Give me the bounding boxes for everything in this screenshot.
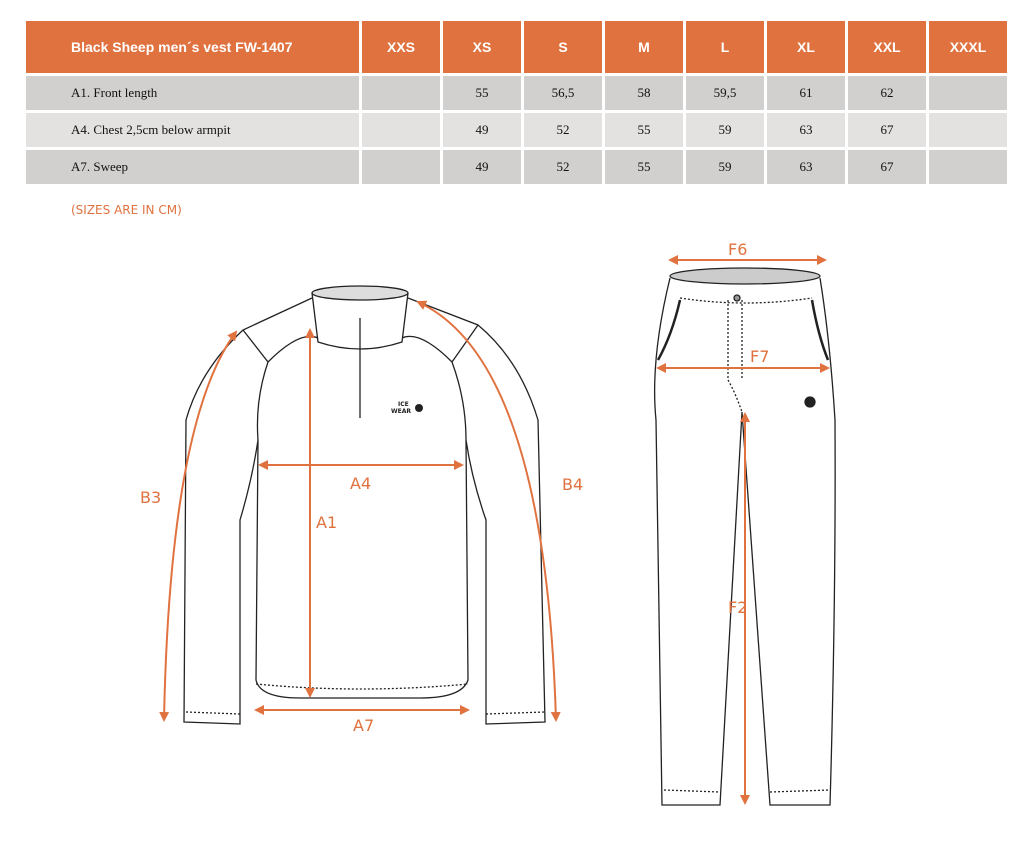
label-f7: F7 — [750, 347, 769, 366]
units-note: (SIZES ARE IN CM) — [71, 203, 182, 217]
measurement-arrows — [159, 255, 830, 805]
size-header: L — [686, 21, 764, 73]
size-header: S — [524, 21, 602, 73]
label-b4: B4 — [562, 475, 583, 494]
svg-text:ICE: ICE — [398, 401, 409, 408]
label-a1: A1 — [316, 513, 337, 532]
size-header: XXXL — [929, 21, 1007, 73]
table-cell: 63 — [767, 150, 845, 184]
label-f2: F2 — [728, 598, 747, 617]
table-cell: 63 — [767, 113, 845, 147]
table-cell: 61 — [767, 76, 845, 110]
table-cell — [929, 113, 1007, 147]
table-cell: 67 — [848, 150, 926, 184]
size-header: XXS — [362, 21, 440, 73]
pants-drawing — [653, 267, 836, 806]
b4-arrow — [416, 300, 561, 722]
size-header: M — [605, 21, 683, 73]
svg-text:WEAR: WEAR — [391, 408, 411, 415]
row-label: A1. Front length — [26, 76, 359, 110]
table-cell: 55 — [605, 113, 683, 147]
table-cell: 59 — [686, 113, 764, 147]
table-cell: 49 — [443, 150, 521, 184]
table-cell: 52 — [524, 113, 602, 147]
row-label: A4. Chest 2,5cm below armpit — [26, 113, 359, 147]
row-label: A7. Sweep — [26, 150, 359, 184]
label-f6: F6 — [728, 240, 747, 259]
table-cell — [929, 150, 1007, 184]
label-a7: A7 — [353, 716, 374, 735]
table-cell: 49 — [443, 113, 521, 147]
table-cell: 55 — [443, 76, 521, 110]
table-cell — [929, 76, 1007, 110]
table-title: Black Sheep men´s vest FW-1407 — [26, 21, 359, 73]
label-a4: A4 — [350, 474, 371, 493]
b3-arrow — [159, 330, 238, 722]
table-cell — [362, 76, 440, 110]
table-cell — [362, 113, 440, 147]
size-header: XS — [443, 21, 521, 73]
jacket-drawing — [183, 285, 546, 725]
ice-wear-logo: ICE WEAR — [391, 401, 423, 415]
table-cell: 67 — [848, 113, 926, 147]
table-cell: 62 — [848, 76, 926, 110]
table-cell — [362, 150, 440, 184]
table-cell: 52 — [524, 150, 602, 184]
table-cell: 59 — [686, 150, 764, 184]
table-cell: 58 — [605, 76, 683, 110]
size-header: XL — [767, 21, 845, 73]
label-b3: B3 — [140, 488, 161, 507]
table-cell: 56,5 — [524, 76, 602, 110]
size-header: XXL — [848, 21, 926, 73]
table-cell: 59,5 — [686, 76, 764, 110]
table-cell: 55 — [605, 150, 683, 184]
